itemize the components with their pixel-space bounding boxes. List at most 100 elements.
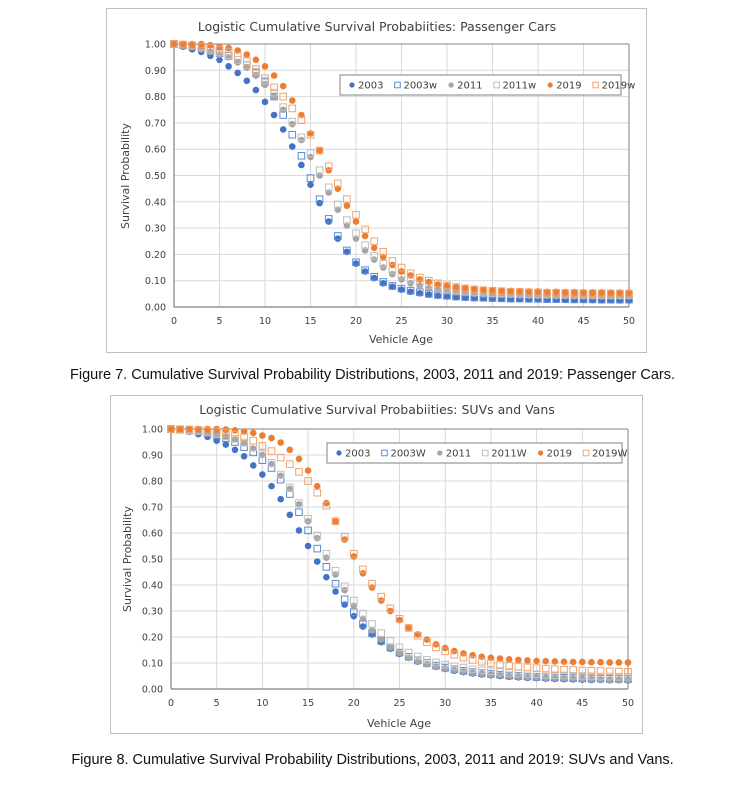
data-points (167, 425, 632, 684)
data-point (295, 455, 303, 463)
data-point (596, 667, 605, 675)
data-point (606, 659, 614, 666)
x-tick-label: 40 (531, 698, 543, 709)
data-point (286, 446, 294, 454)
data-point (222, 433, 230, 441)
x-tick-label: 30 (441, 316, 453, 327)
legend-item-2011: 2011 (437, 449, 471, 460)
data-point (523, 663, 532, 672)
data-point (377, 597, 385, 604)
data-point (516, 288, 524, 296)
data-point (541, 664, 550, 673)
data-point (615, 659, 623, 666)
data-point (605, 672, 614, 681)
data-point (289, 97, 296, 104)
data-point (569, 666, 577, 674)
data-point (350, 612, 358, 620)
data-point (324, 162, 333, 171)
legend-item-2011: 2011 (448, 81, 483, 92)
data-point (395, 615, 404, 623)
legend-marker (582, 449, 590, 457)
y-ticks: 0.00 0.10 0.20 0.30 0.40 0.50 0.60 0.70 0.80 0.90… (145, 40, 166, 314)
legend-item-2019w: 2019w (592, 81, 635, 92)
data-point (497, 287, 506, 296)
data-point (252, 72, 260, 79)
data-point (188, 41, 197, 50)
data-point (341, 586, 348, 594)
data-point (240, 433, 248, 442)
data-point (598, 288, 605, 296)
legend-item-2011w: 2011W (481, 449, 527, 460)
data-point (532, 664, 541, 672)
data-point (298, 136, 305, 144)
data-point (197, 42, 206, 51)
data-point (434, 292, 442, 299)
data-point (487, 667, 495, 676)
data-point (249, 462, 257, 469)
data-point (597, 658, 604, 666)
data-point (243, 61, 251, 69)
data-point (286, 511, 294, 519)
data-point (231, 427, 239, 434)
data-point (297, 116, 306, 125)
data-point (389, 283, 396, 291)
legend-box (339, 74, 622, 96)
data-point (198, 40, 205, 48)
x-tick-label: 15 (304, 316, 316, 327)
data-point (377, 592, 386, 601)
x-tick-label: 25 (395, 316, 407, 327)
data-point (343, 246, 351, 255)
data-point (534, 288, 542, 297)
data-point (240, 453, 248, 460)
data-point (277, 495, 284, 503)
y-tick-label: 0.00 (145, 303, 166, 314)
y-tick-label: 0.70 (145, 118, 166, 129)
data-point (340, 582, 349, 591)
data-point (252, 86, 260, 94)
y-tick-label: 0.40 (142, 581, 163, 592)
y-ticks: 0.00 0.10 0.20 0.30 0.40 0.50 0.60 0.70 0.80 0.90… (142, 425, 163, 696)
data-point (625, 289, 633, 298)
data-point (185, 425, 193, 433)
legend-box (326, 442, 623, 464)
data-point (423, 656, 431, 664)
data-point (276, 453, 285, 462)
legend-label: 2019W (592, 449, 627, 460)
data-point (432, 643, 440, 652)
data-point (551, 658, 559, 665)
data-point (315, 195, 324, 203)
data-point (587, 672, 596, 681)
data-point (395, 643, 404, 652)
data-point (243, 51, 251, 58)
y-tick-label: 0.10 (145, 276, 166, 287)
data-point (388, 257, 397, 265)
data-point (325, 166, 332, 174)
legend-item-2003w: 2003W (381, 449, 426, 460)
data-point (261, 63, 269, 70)
data-point (279, 103, 287, 111)
data-point (304, 542, 312, 550)
data-point (343, 195, 351, 203)
data-point (386, 637, 395, 645)
data-point (413, 631, 422, 640)
data-point (370, 237, 378, 246)
legend: 2003 2003w 2011 2011w 2019 2019w (339, 74, 635, 96)
x-tick-label: 35 (486, 316, 498, 327)
data-point (234, 59, 241, 66)
legend-marker (437, 450, 443, 456)
data-point (343, 216, 351, 225)
legend-marker (547, 82, 553, 88)
data-point (615, 667, 623, 676)
data-point (552, 288, 560, 297)
data-point (279, 82, 287, 90)
legend-marker (592, 81, 599, 89)
data-point (487, 654, 495, 662)
data-point (225, 63, 232, 70)
data-point (389, 261, 396, 269)
x-tick-label: 20 (350, 316, 362, 327)
y-tick-label: 0.10 (142, 659, 163, 670)
legend-marker (394, 81, 401, 89)
legend-item-2019w: 2019W (582, 449, 627, 460)
data-point (297, 133, 306, 142)
data-point (288, 117, 297, 126)
